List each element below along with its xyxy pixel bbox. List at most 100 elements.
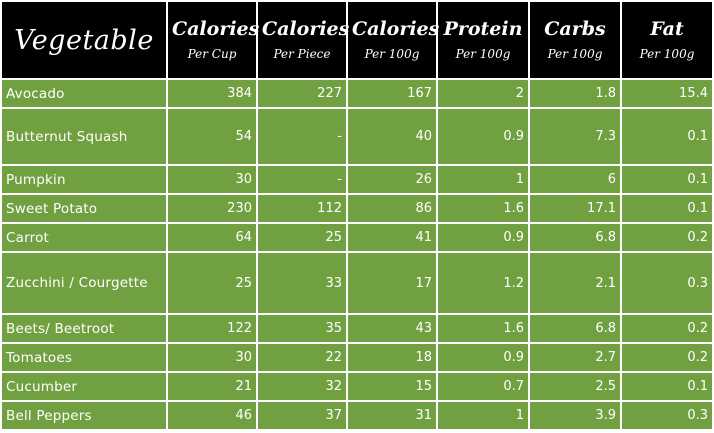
cell-fat: 0.1 [622,195,712,222]
table-row: Cucumber 21 32 15 0.7 2.5 0.1 [2,373,712,400]
header-row: Vegetable Calories Per Cup Calories Per … [2,2,712,78]
header-calories-per-cup-title: Calories [172,18,260,40]
cell-fat: 0.1 [622,166,712,193]
cell-calories-per-piece: 33 [258,253,346,313]
cell-calories-per-100g: 43 [348,315,436,342]
cell-calories-per-piece: - [258,166,346,193]
header-protein: Protein Per 100g [438,2,528,78]
cell-protein: 0.9 [438,344,528,371]
header-carbs: Carbs Per 100g [530,2,620,78]
table-row: Zucchini / Courgette 25 33 17 1.2 2.1 0.… [2,253,712,313]
cell-calories-per-cup: 122 [168,315,256,342]
header-calories-per-piece-title: Calories [262,18,350,40]
header-fat-unit: Per 100g [639,47,695,61]
cell-vegetable-name: Butternut Squash [2,109,166,164]
cell-calories-per-cup: 30 [168,344,256,371]
header-calories-per-cup: Calories Per Cup [168,2,260,78]
cell-protein: 1.6 [438,315,528,342]
cell-calories-per-piece: 37 [258,402,346,429]
cell-calories-per-cup: 30 [168,166,256,193]
cell-calories-per-cup: 21 [168,373,256,400]
cell-calories-per-piece: - [258,109,346,164]
cell-vegetable-name: Cucumber [2,373,166,400]
cell-carbs: 1.8 [530,80,620,107]
table-row: Pumpkin 30 - 26 1 6 0.1 [2,166,712,193]
table-row: Avocado 384 227 167 2 1.8 15.4 [2,80,712,107]
cell-calories-per-piece: 35 [258,315,346,342]
cell-vegetable-name: Carrot [2,224,166,251]
cell-carbs: 2.7 [530,344,620,371]
header-fat-title: Fat [650,18,684,40]
header-calories-per-piece: Calories Per Piece [258,2,350,78]
cell-fat: 15.4 [622,80,712,107]
cell-protein: 0.9 [438,109,528,164]
header-protein-title: Protein [443,18,523,40]
cell-vegetable-name: Beets/ Beetroot [2,315,166,342]
cell-vegetable-name: Tomatoes [2,344,166,371]
cell-carbs: 6.8 [530,315,620,342]
cell-carbs: 3.9 [530,402,620,429]
cell-carbs: 6.8 [530,224,620,251]
cell-calories-per-100g: 40 [348,109,436,164]
header-calories-per-100g: Calories Per 100g [348,2,440,78]
cell-calories-per-cup: 64 [168,224,256,251]
cell-carbs: 17.1 [530,195,620,222]
cell-calories-per-cup: 230 [168,195,256,222]
table-row: Butternut Squash 54 - 40 0.9 7.3 0.1 [2,109,712,164]
cell-carbs: 2.1 [530,253,620,313]
cell-vegetable-name: Zucchini / Courgette [2,253,166,313]
cell-calories-per-100g: 31 [348,402,436,429]
header-vegetable-label: Vegetable [14,24,154,56]
cell-vegetable-name: Sweet Potato [2,195,166,222]
cell-protein: 0.9 [438,224,528,251]
cell-vegetable-name: Bell Peppers [2,402,166,429]
header-protein-unit: Per 100g [455,47,511,61]
cell-fat: 0.1 [622,373,712,400]
cell-calories-per-100g: 15 [348,373,436,400]
cell-fat: 0.2 [622,344,712,371]
table-body: Avocado 384 227 167 2 1.8 15.4 Butternut… [2,80,712,429]
header-calories-per-100g-unit: Per 100g [364,47,420,61]
cell-protein: 0.7 [438,373,528,400]
header-calories-per-piece-unit: Per Piece [273,47,331,61]
cell-protein: 2 [438,80,528,107]
cell-fat: 0.2 [622,224,712,251]
cell-calories-per-piece: 25 [258,224,346,251]
cell-calories-per-piece: 112 [258,195,346,222]
cell-calories-per-piece: 227 [258,80,346,107]
cell-calories-per-piece: 22 [258,344,346,371]
cell-carbs: 7.3 [530,109,620,164]
cell-calories-per-100g: 26 [348,166,436,193]
cell-calories-per-cup: 46 [168,402,256,429]
cell-calories-per-cup: 54 [168,109,256,164]
cell-calories-per-100g: 41 [348,224,436,251]
cell-calories-per-100g: 167 [348,80,436,107]
table-row: Tomatoes 30 22 18 0.9 2.7 0.2 [2,344,712,371]
header-calories-per-100g-title: Calories [352,18,440,40]
cell-protein: 1.2 [438,253,528,313]
header-carbs-unit: Per 100g [547,47,603,61]
header-calories-per-cup-unit: Per Cup [187,47,237,61]
table-row: Bell Peppers 46 37 31 1 3.9 0.3 [2,402,712,429]
cell-calories-per-piece: 32 [258,373,346,400]
cell-calories-per-100g: 86 [348,195,436,222]
table-header: Vegetable Calories Per Cup Calories Per … [2,2,712,78]
cell-protein: 1 [438,166,528,193]
cell-protein: 1.6 [438,195,528,222]
header-vegetable: Vegetable [2,2,166,78]
header-carbs-title: Carbs [544,18,606,40]
cell-calories-per-cup: 384 [168,80,256,107]
cell-fat: 0.3 [622,253,712,313]
cell-carbs: 6 [530,166,620,193]
cell-carbs: 2.5 [530,373,620,400]
cell-fat: 0.1 [622,109,712,164]
cell-calories-per-cup: 25 [168,253,256,313]
table-row: Beets/ Beetroot 122 35 43 1.6 6.8 0.2 [2,315,712,342]
cell-vegetable-name: Avocado [2,80,166,107]
table-row: Sweet Potato 230 112 86 1.6 17.1 0.1 [2,195,712,222]
cell-calories-per-100g: 17 [348,253,436,313]
header-fat: Fat Per 100g [622,2,712,78]
cell-fat: 0.3 [622,402,712,429]
cell-protein: 1 [438,402,528,429]
